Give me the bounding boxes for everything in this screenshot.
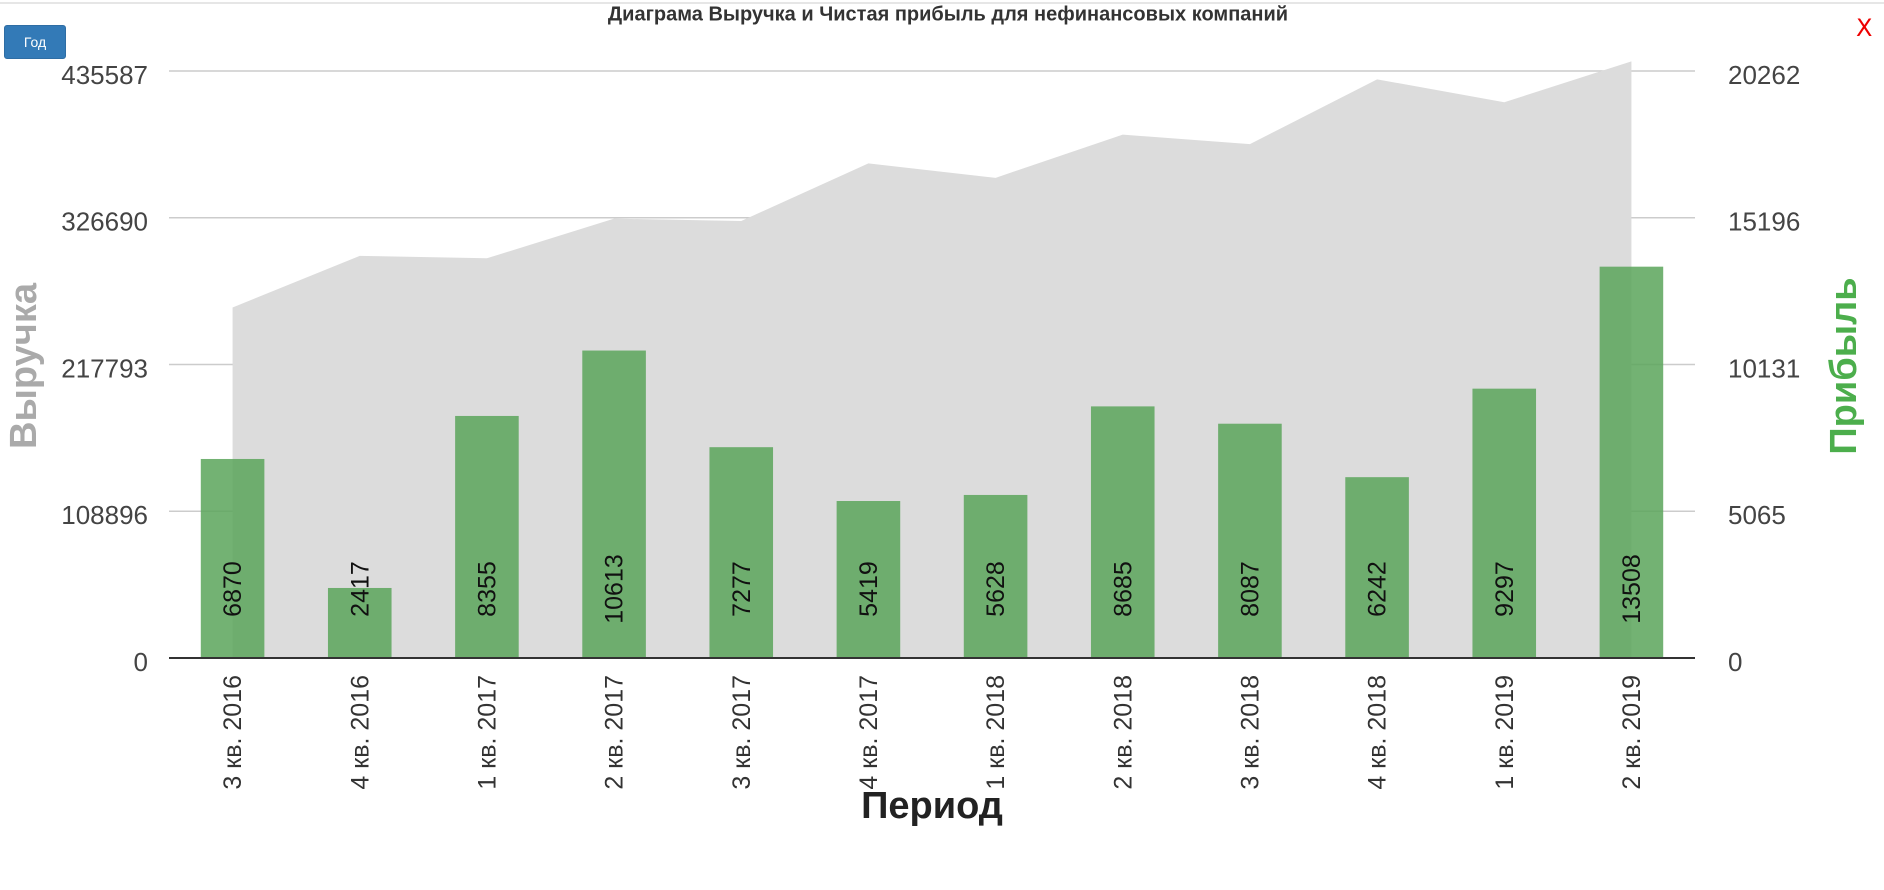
x-tick-label: 2 кв. 2018 [1109, 675, 1137, 790]
x-tick-label: 3 кв. 2016 [219, 675, 247, 790]
x-tick-label: 4 кв. 2017 [855, 675, 883, 790]
y-tick-label: 0 [134, 647, 148, 677]
value-label: 8087 [1237, 561, 1265, 617]
value-label: 2417 [346, 561, 374, 617]
y2-tick-label: 20262 [1728, 60, 1800, 90]
bar [709, 447, 774, 658]
x-axis-title: Период [861, 785, 1003, 827]
x-tick-label: 2 кв. 2017 [601, 675, 629, 790]
revenue-area [232, 61, 1632, 658]
value-label: 5419 [855, 561, 883, 617]
value-label: 7277 [728, 561, 756, 617]
x-tick-label: 2 кв. 2019 [1618, 675, 1646, 790]
x-tick-label: 3 кв. 2018 [1237, 675, 1265, 790]
value-label: 13508 [1618, 554, 1646, 624]
y2-tick-label: 5065 [1728, 500, 1786, 530]
y-axis-title: Выручка [3, 282, 45, 449]
x-tick-label: 4 кв. 2018 [1364, 675, 1392, 790]
bar [963, 494, 1028, 658]
x-tick-label: 1 кв. 2017 [474, 675, 502, 790]
x-tick-label: 1 кв. 2019 [1491, 675, 1519, 790]
bar [1599, 266, 1664, 658]
y-tick-label: 326690 [61, 207, 148, 237]
y-tick-label: 217793 [61, 353, 148, 383]
bar [1345, 477, 1409, 658]
bar [1090, 406, 1155, 658]
bar [327, 587, 392, 658]
bar [1218, 423, 1282, 658]
y-tick-label: 435587 [61, 60, 148, 90]
value-label: 6242 [1364, 561, 1392, 617]
x-tick-label: 4 кв. 2016 [346, 675, 374, 790]
x-tick-label: 1 кв. 2018 [982, 675, 1010, 790]
y2-axis-title: Прибыль [1823, 277, 1865, 454]
y-tick-label: 108896 [61, 500, 148, 530]
value-label: 8355 [474, 561, 502, 617]
value-label: 6870 [219, 561, 247, 617]
bar [455, 415, 519, 658]
y2-tick-label: 15196 [1728, 207, 1800, 237]
y2-tick-label: 10131 [1728, 353, 1800, 383]
x-tick-label: 3 кв. 2017 [728, 675, 756, 790]
chart-title: Диаграма Выручка и Чистая прибыль для не… [608, 3, 1288, 25]
value-label: 10613 [601, 554, 629, 624]
bar [836, 501, 901, 658]
period-button[interactable]: Год [4, 25, 66, 59]
bar [1472, 388, 1537, 658]
y2-tick-label: 0 [1728, 647, 1742, 677]
value-label: 9297 [1491, 561, 1519, 617]
value-label: 8685 [1109, 561, 1137, 617]
bar [582, 350, 646, 658]
bar [200, 458, 265, 658]
value-label: 5628 [982, 561, 1010, 617]
close-button[interactable]: X [1856, 14, 1873, 42]
